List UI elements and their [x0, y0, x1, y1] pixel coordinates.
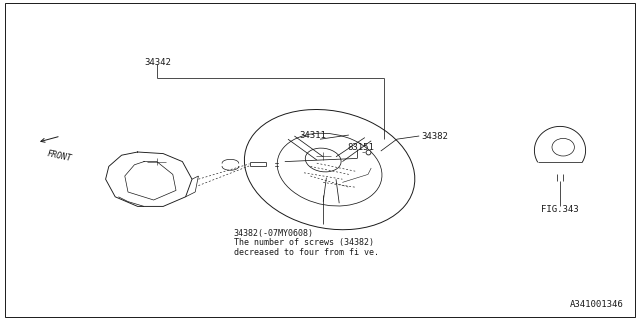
Text: 83151: 83151 — [347, 143, 374, 152]
Text: A341001346: A341001346 — [570, 300, 624, 309]
Text: The number of screws (34382): The number of screws (34382) — [234, 238, 374, 247]
Text: FRONT: FRONT — [46, 149, 72, 163]
Text: FIG.343: FIG.343 — [541, 205, 579, 214]
Text: 34342: 34342 — [144, 58, 171, 67]
Text: 34382: 34382 — [421, 132, 448, 140]
Text: 34311: 34311 — [300, 131, 326, 140]
Text: decreased to four from fi ve.: decreased to four from fi ve. — [234, 248, 379, 257]
Text: 34382(-07MY0608): 34382(-07MY0608) — [234, 229, 314, 238]
